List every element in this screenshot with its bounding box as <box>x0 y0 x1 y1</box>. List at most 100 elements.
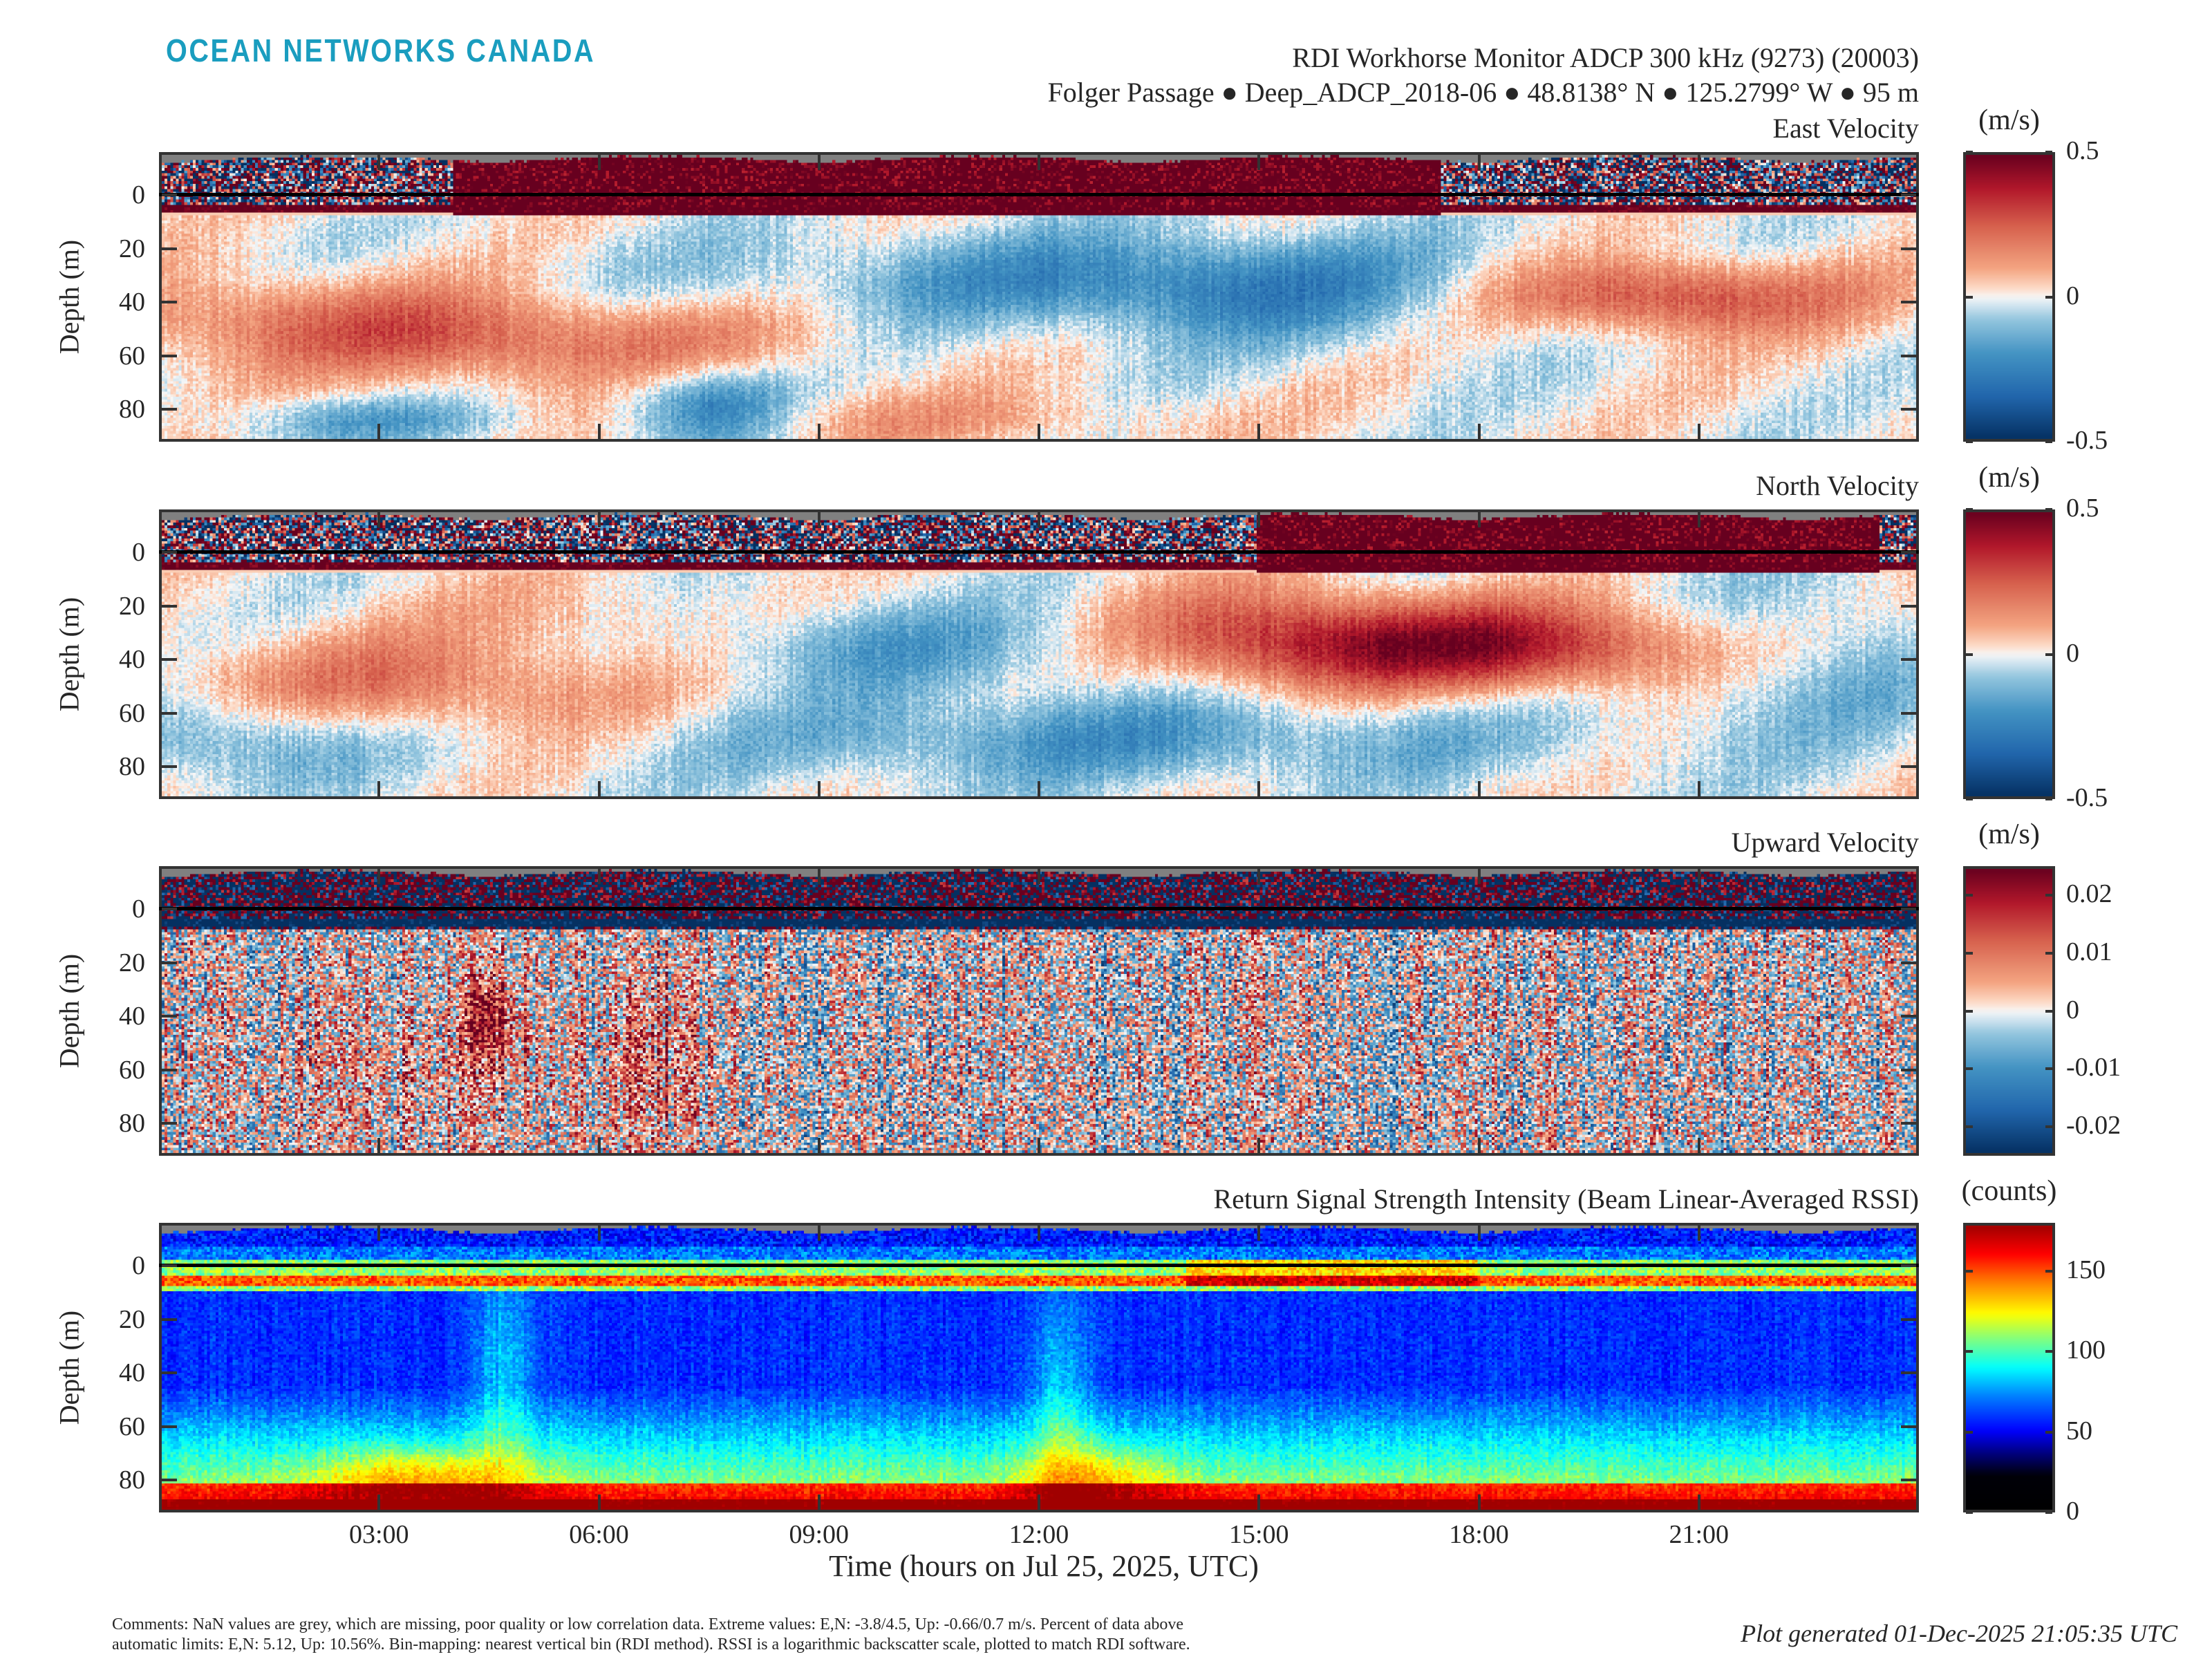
x-tick <box>1697 1226 1700 1241</box>
colorbar-tick <box>1966 951 1973 955</box>
y-tick-label: 40 <box>119 1002 145 1031</box>
x-tick <box>817 781 821 796</box>
panel-title: East Velocity <box>1772 113 1919 144</box>
y-axis-label: Depth (m) <box>53 597 85 711</box>
x-tick <box>377 512 381 527</box>
generated-timestamp: Plot generated 01-Dec-2025 21:05:35 UTC <box>1741 1620 2177 1647</box>
colorbar-tick-label: 0 <box>2066 638 2079 668</box>
x-tick <box>817 155 821 170</box>
colorbar-gradient <box>1966 1226 2052 1510</box>
x-tick <box>1477 1226 1481 1241</box>
panel-title: North Velocity <box>1756 470 1919 501</box>
surface-line <box>159 193 1919 197</box>
x-tick <box>1038 424 1040 439</box>
y-tick <box>1901 354 1916 357</box>
colorbar-unit-label: (m/s) <box>1978 818 2040 850</box>
y-tick <box>1901 301 1916 304</box>
x-tick <box>1257 512 1261 527</box>
x-tick-label: 15:00 <box>1228 1520 1289 1549</box>
y-tick <box>1901 604 1916 608</box>
colorbar-tick-label: 150 <box>2066 1255 2106 1284</box>
comments: Comments: NaN values are grey, which are… <box>112 1615 1598 1655</box>
colorbar-2 <box>1963 866 2055 1156</box>
x-tick-label: 03:00 <box>348 1520 409 1549</box>
y-tick <box>1901 551 1916 554</box>
y-axis-label: Depth (m) <box>53 239 85 354</box>
y-tick <box>162 1264 177 1268</box>
heatmap-cells <box>162 869 1916 1153</box>
x-tick <box>817 1494 821 1510</box>
colorbar-tick <box>2045 295 2052 299</box>
y-tick <box>162 301 177 304</box>
y-tick <box>162 1425 177 1428</box>
colorbar-tick <box>1966 1009 1973 1013</box>
colorbar-unit-label: (m/s) <box>1978 104 2040 136</box>
y-tick <box>1901 1371 1916 1375</box>
x-tick <box>1038 1494 1040 1510</box>
x-tick <box>817 424 821 439</box>
x-tick <box>1477 1494 1481 1510</box>
x-tick <box>1257 1494 1261 1510</box>
colorbar-tick <box>2045 893 2052 897</box>
y-tick <box>1901 194 1916 197</box>
heatmap-3 <box>159 1223 1919 1512</box>
colorbar-0 <box>1963 152 2055 442</box>
y-tick <box>1901 1015 1916 1018</box>
x-tick-label: 06:00 <box>569 1520 629 1549</box>
colorbar-tick <box>1966 1511 1973 1514</box>
y-tick-label: 20 <box>119 948 145 977</box>
colorbar-tick <box>1966 1269 1973 1273</box>
y-tick-label: 60 <box>119 341 145 371</box>
colorbar-tick-label: 0 <box>2066 281 2079 310</box>
surface-line <box>159 1264 1919 1268</box>
x-tick <box>1257 155 1261 170</box>
plot-title: RDI Workhorse Monitor ADCP 300 kHz (9273… <box>1292 42 1919 73</box>
colorbar-tick <box>2045 1430 2052 1434</box>
y-tick <box>1901 1425 1916 1428</box>
colorbar-tick-label: 100 <box>2066 1335 2106 1365</box>
y-tick <box>1901 1264 1916 1268</box>
x-tick <box>1038 155 1040 170</box>
x-tick <box>1477 512 1481 527</box>
y-tick <box>162 658 177 662</box>
y-tick-label: 80 <box>119 752 145 782</box>
colorbar-tick <box>2045 1269 2052 1273</box>
y-tick <box>162 1479 177 1482</box>
x-tick <box>597 424 601 439</box>
colorbar-tick <box>1966 1430 1973 1434</box>
y-tick-label: 20 <box>119 234 145 263</box>
x-tick <box>377 424 381 439</box>
heatmap-cells <box>162 512 1916 796</box>
colorbar-tick-label: 0.02 <box>2066 879 2112 908</box>
x-tick <box>1697 781 1700 796</box>
x-tick <box>377 1494 381 1510</box>
x-tick <box>1257 781 1261 796</box>
y-tick-label: 40 <box>119 1358 145 1388</box>
y-tick <box>162 551 177 554</box>
y-tick-label: 60 <box>119 698 145 728</box>
colorbar-tick <box>1966 151 1973 153</box>
comments-line-2: automatic limits: E,N: 5.12, Up: 10.56%.… <box>112 1635 1190 1653</box>
comments-line-1: Comments: NaN values are grey, which are… <box>112 1615 1184 1633</box>
colorbar-tick-label: 50 <box>2066 1416 2092 1445</box>
y-tick <box>162 961 177 964</box>
heatmap-cells <box>162 155 1916 439</box>
colorbar-tick <box>1966 1350 1973 1353</box>
x-tick <box>1697 512 1700 527</box>
x-tick <box>817 1226 821 1241</box>
y-tick <box>162 1068 177 1071</box>
x-tick <box>1697 869 1700 884</box>
y-tick-label: 20 <box>119 1304 145 1334</box>
colorbar-tick <box>2045 798 2052 800</box>
colorbar-tick-label: 0.5 <box>2066 494 2099 523</box>
x-tick <box>1038 1226 1040 1241</box>
y-tick-label: 80 <box>119 395 145 424</box>
x-tick <box>817 869 821 884</box>
colorbar-tick <box>2045 1511 2052 1514</box>
y-tick <box>162 1371 177 1375</box>
heatmap-1 <box>159 509 1919 799</box>
colorbar-tick-label: 0.5 <box>2066 136 2099 165</box>
x-tick <box>597 1138 601 1153</box>
x-tick-label: 21:00 <box>1669 1520 1730 1549</box>
y-tick-label: 60 <box>119 1412 145 1441</box>
